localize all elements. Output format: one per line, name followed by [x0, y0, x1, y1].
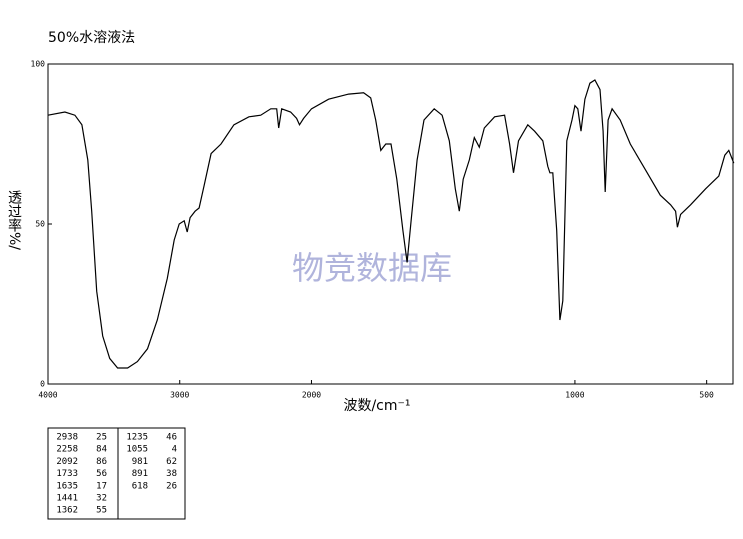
x-tick-label: 500 [699, 391, 714, 400]
peak-transmittance: 32 [96, 494, 107, 504]
peak-wavenumber: 1362 [56, 506, 78, 516]
y-tick-label: 50 [35, 220, 45, 229]
peak-wavenumber: 1055 [126, 445, 148, 455]
peak-wavenumber: 1235 [126, 433, 148, 443]
peak-wavenumber: 1733 [56, 469, 78, 479]
peak-wavenumber: 1441 [56, 494, 78, 504]
peak-wavenumber: 1635 [56, 481, 78, 491]
peak-transmittance: 55 [96, 506, 107, 516]
peak-transmittance: 62 [166, 457, 177, 467]
peak-transmittance: 26 [166, 481, 177, 491]
peak-wavenumber: 981 [132, 457, 148, 467]
x-tick-label: 1000 [565, 391, 584, 400]
peak-wavenumber: 2258 [56, 445, 78, 455]
y-axis-label: 透过率%/ [6, 190, 22, 250]
peak-transmittance: 46 [166, 433, 177, 443]
peak-wavenumber: 891 [132, 469, 148, 479]
peak-transmittance: 17 [96, 481, 107, 491]
spectrum-line [47, 79, 735, 369]
peak-wavenumber: 2938 [56, 433, 78, 443]
peak-transmittance: 4 [172, 445, 177, 455]
chart-title: 50%水溶液法 [48, 30, 135, 46]
y-tick-label: 100 [31, 60, 46, 69]
peak-wavenumber: 618 [132, 481, 148, 491]
y-tick-label: 0 [40, 380, 45, 389]
x-tick-label: 4000 [38, 391, 57, 400]
peak-transmittance: 86 [96, 457, 107, 467]
peak-transmittance: 84 [96, 445, 107, 455]
watermark: 物竞数据库 [292, 249, 452, 287]
plot-frame [47, 63, 734, 385]
peak-transmittance: 56 [96, 469, 107, 479]
peak-transmittance: 38 [166, 469, 177, 479]
x-tick-label: 2000 [302, 391, 321, 400]
peak-table [47, 427, 186, 520]
peak-transmittance: 25 [96, 433, 107, 443]
x-axis-label: 波数/cm⁻¹ [343, 398, 410, 414]
x-tick-label: 3000 [170, 391, 189, 400]
peak-wavenumber: 2092 [56, 457, 78, 467]
